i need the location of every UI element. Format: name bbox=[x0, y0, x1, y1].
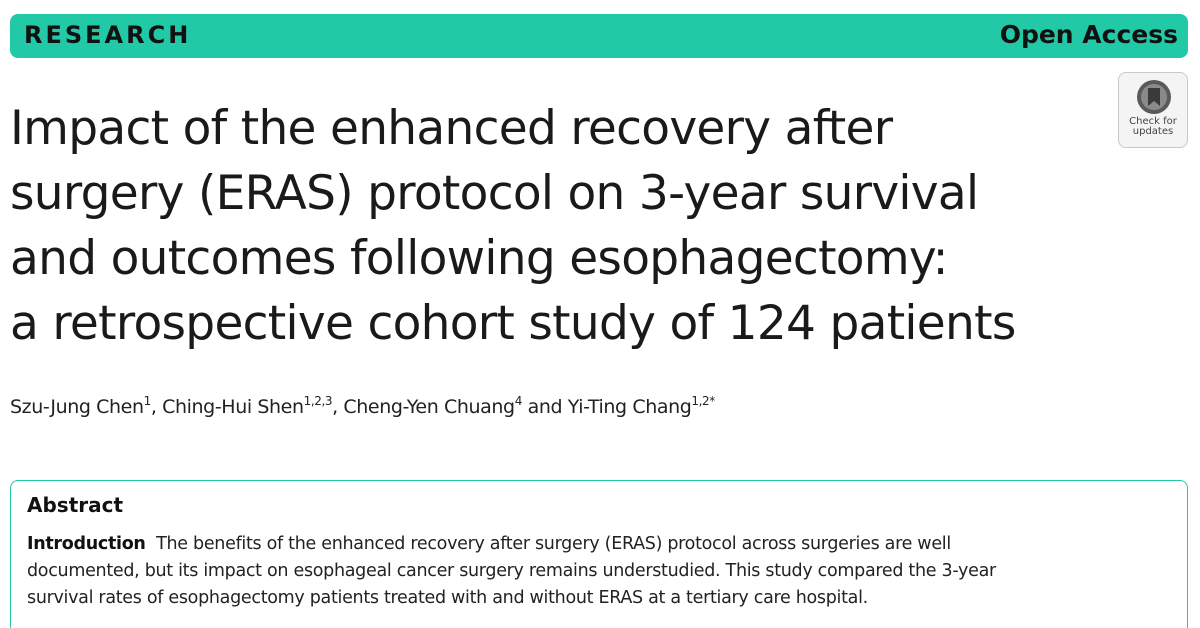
bookmark-icon bbox=[1137, 80, 1171, 114]
title-line: Impact of the enhanced recovery after bbox=[10, 101, 893, 156]
author-name[interactable]: Szu-Jung Chen bbox=[10, 396, 144, 418]
open-access-label[interactable]: Open Access bbox=[999, 20, 1178, 49]
title-line: surgery (ERAS) protocol on 3-year surviv… bbox=[10, 166, 979, 221]
title-line: and outcomes following esophagectomy: bbox=[10, 231, 948, 286]
abstract-text: The benefits of the enhanced recovery af… bbox=[156, 534, 951, 554]
section-label: RESEARCH bbox=[24, 21, 192, 49]
author-separator: , bbox=[150, 396, 163, 418]
abstract-section: Abstract Introduction The benefits of th… bbox=[10, 480, 1188, 628]
introduction-label: Introduction bbox=[27, 534, 146, 554]
article-type-banner: RESEARCH Open Access bbox=[10, 14, 1188, 58]
author-list: Szu-Jung Chen1, Ching-Hui Shen1,2,3, Che… bbox=[10, 394, 1110, 418]
author-separator: , bbox=[332, 396, 344, 418]
author-name[interactable]: Ching-Hui Shen bbox=[162, 396, 304, 418]
check-for-updates-button[interactable]: Check for updates bbox=[1118, 72, 1188, 148]
author-name[interactable]: Cheng-Yen Chuang bbox=[343, 396, 515, 418]
author-affiliation[interactable]: 4 bbox=[514, 394, 523, 408]
check-for-updates-label: Check for updates bbox=[1129, 116, 1177, 137]
abstract-line: documented, but its impact on esophageal… bbox=[27, 561, 996, 581]
author-affiliation[interactable]: 1,2,3 bbox=[303, 394, 333, 408]
abstract-heading: Abstract bbox=[27, 493, 124, 517]
author-name[interactable]: Yi-Ting Chang bbox=[567, 396, 692, 418]
title-line: a retrospective cohort study of 124 pati… bbox=[10, 296, 1016, 351]
abstract-line: Introduction The benefits of the enhance… bbox=[27, 531, 1157, 558]
article-title: Impact of the enhanced recovery after su… bbox=[10, 96, 1070, 356]
abstract-introduction: Introduction The benefits of the enhance… bbox=[27, 531, 1157, 612]
author-affiliation[interactable]: 1,2* bbox=[691, 394, 715, 408]
author-affiliation[interactable]: 1 bbox=[143, 394, 152, 408]
abstract-line: survival rates of esophagectomy patients… bbox=[27, 588, 868, 608]
author-separator: and bbox=[521, 396, 568, 418]
